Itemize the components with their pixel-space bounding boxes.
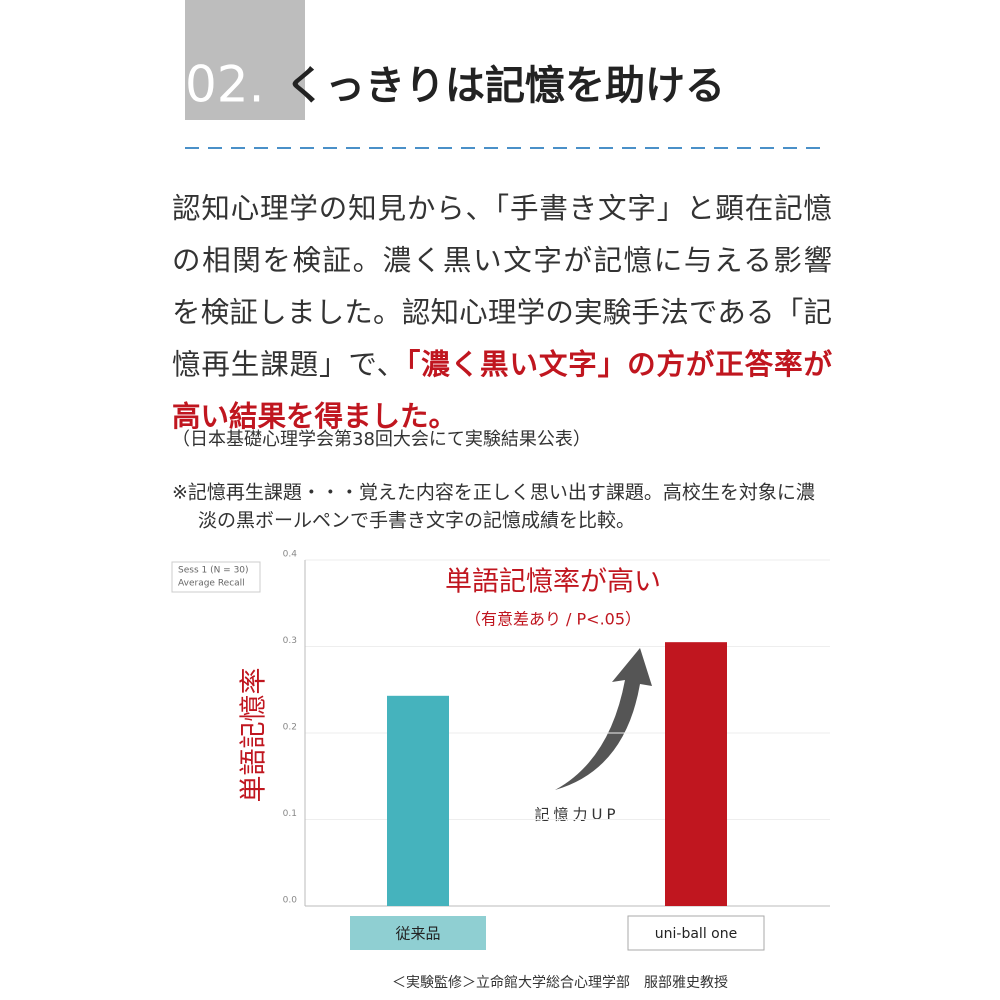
section-title: くっきりは記憶を助ける <box>285 63 725 109</box>
y-axis-label: 単語記憶率 <box>239 668 270 803</box>
body-text: 認知心理学の知見から、「手書き文字」と顕在記憶の相関を検証。濃く黒い文字が記憶に… <box>172 192 832 433</box>
body-segment: 認知心理学の知見から、「手書き文字」と顕在記憶 <box>172 192 832 225</box>
body-segment: 憶再生課題」で、 <box>172 348 405 381</box>
annotation-note: （有意差あり / P<.05） <box>465 610 641 629</box>
category-box <box>627 915 765 951</box>
arrow-label: 記憶力UP <box>534 806 619 824</box>
section-number: 02. <box>185 56 265 114</box>
legend-text: Sess 1 (N = 30) <box>178 566 249 576</box>
highlight-text: 「濃く黒い文字」の方が正答率が <box>406 348 832 381</box>
body-line: を検証しました。認知心理学の実験手法である「記 <box>172 296 832 329</box>
body-line: 高い結果を得ました。 <box>172 400 457 433</box>
y-tick-label: 0.3 <box>283 636 297 646</box>
note-line: 淡の黒ボールペンで手書き文字の記憶成績を比較。 <box>198 510 635 532</box>
arrow <box>555 648 652 790</box>
footer: ＜実験監修＞立命館大学総合心理学部 服部雅史教授 <box>392 974 728 991</box>
x-tick-label: 従来品 <box>395 925 440 943</box>
body-line: の相関を検証。濃く黒い文字が記憶に与える影響 <box>172 244 832 277</box>
body-segment: の相関を検証。濃く黒い文字が記憶に与える影響 <box>172 244 832 277</box>
body-segment: を検証しました。認知心理学の実験手法である「記 <box>172 296 832 329</box>
annotation: 単語記憶率が高い <box>445 567 661 598</box>
body-line: 憶再生課題」で、「濃く黒い文字」の方が正答率が <box>172 348 832 381</box>
y-tick-label: 0.2 <box>283 723 297 733</box>
category-box <box>350 916 486 950</box>
body-line: 認知心理学の知見から、「手書き文字」と顕在記憶 <box>172 192 832 225</box>
note-line: ※記憶再生課題・・・覚えた内容を正しく思い出す課題。高校生を対象に濃 <box>172 482 815 504</box>
y-tick-label: 0.0 <box>283 896 298 906</box>
y-tick-label: 0.4 <box>283 550 298 560</box>
legend-box <box>171 561 261 593</box>
highlight-text: 高い結果を得ました。 <box>172 400 457 433</box>
bar <box>387 695 449 906</box>
x-tick-label: uni-ball one <box>655 926 737 942</box>
bar <box>665 642 727 906</box>
legend-text: Average Recall <box>178 579 245 589</box>
source: （日本基礎心理学会第38回大会にて実験結果公表） <box>172 429 591 450</box>
number-box <box>185 0 305 120</box>
y-tick-label: 0.1 <box>283 809 297 819</box>
